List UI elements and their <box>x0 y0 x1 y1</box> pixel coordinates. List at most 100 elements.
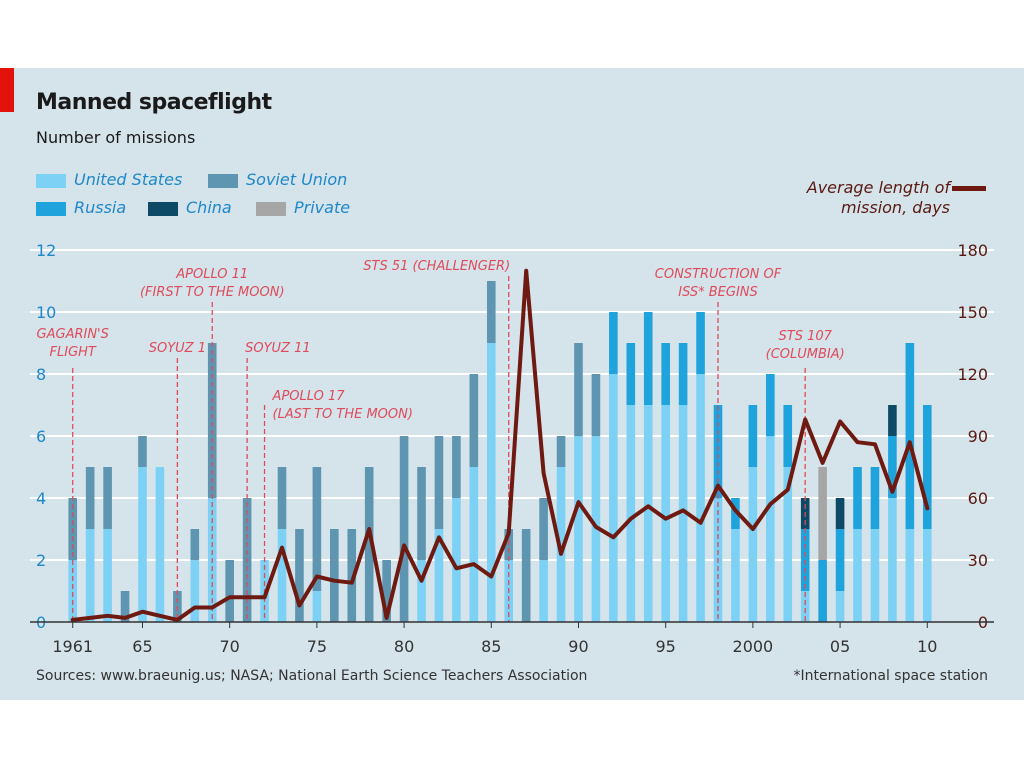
y-tick-label: 4 <box>36 489 46 508</box>
annotation-label: CONSTRUCTION OF <box>655 267 782 282</box>
bar-united-states <box>85 529 95 622</box>
line-point <box>385 616 389 620</box>
brand-tab <box>0 68 14 112</box>
line-point <box>419 579 424 583</box>
line-point <box>716 484 720 488</box>
bar-russia <box>713 405 723 498</box>
line-point <box>664 517 668 521</box>
legend-swatch-united-states <box>36 174 66 188</box>
x-tick-label: 1961 <box>52 637 93 656</box>
y-tick-label: 6 <box>36 427 46 446</box>
legend-label-private: Private <box>294 198 351 217</box>
y2-tick-label: 60 <box>968 489 988 508</box>
bar-united-states <box>417 560 426 622</box>
x-tick-label: 2000 <box>733 637 774 656</box>
line-point <box>751 527 755 531</box>
line-point <box>768 502 772 506</box>
bar-soviet-union <box>417 467 426 560</box>
x-tick-label: 10 <box>917 637 937 656</box>
line-point <box>454 566 458 570</box>
bar-russia <box>835 529 845 591</box>
line-point <box>803 417 807 422</box>
bar-russia <box>731 498 740 529</box>
annotation-label: ISS* BEGINS <box>678 285 758 300</box>
bar-soviet-union <box>556 436 566 467</box>
y2-tick-label: 180 <box>957 241 988 260</box>
bar-soviet-union <box>277 467 287 529</box>
source-note: Sources: www.braeunig.us; NASA; National… <box>36 668 588 684</box>
series-line-average-length <box>70 268 930 622</box>
bar-russia <box>870 467 880 529</box>
annotation-label: GAGARIN'S <box>37 327 109 342</box>
legend-swatch-russia <box>36 202 66 216</box>
line-point <box>786 488 790 492</box>
bar-united-states <box>853 529 862 622</box>
line-point <box>332 579 336 583</box>
bar-soviet-union <box>330 529 339 622</box>
annotation-label: APOLLO 17 <box>272 389 346 404</box>
line-point <box>193 605 197 610</box>
bar-united-states <box>539 560 548 622</box>
bar-russia <box>888 436 897 498</box>
annotation-label: STS 51 (CHALLENGER) <box>363 259 510 274</box>
y2-tick-label: 30 <box>968 551 988 570</box>
x-tick-label: 70 <box>220 637 240 656</box>
annotation-label: FLIGHT <box>50 345 97 360</box>
bar-united-states <box>312 591 322 622</box>
bar-soviet-union <box>399 436 409 622</box>
bar-soviet-union <box>364 467 374 622</box>
x-tick-label: 95 <box>656 637 676 656</box>
line-point <box>629 517 633 521</box>
bar-china <box>888 405 897 436</box>
y-tick-label: 12 <box>36 241 56 260</box>
bar-russia <box>905 343 915 529</box>
bar-russia <box>853 467 862 529</box>
bar-united-states <box>643 405 653 622</box>
line-point <box>367 527 371 531</box>
bar-soviet-union <box>469 374 479 467</box>
bar-soviet-union <box>225 560 234 622</box>
line-point <box>646 504 650 508</box>
line-point <box>106 614 110 618</box>
y2-tick-label: 150 <box>957 303 988 322</box>
bar-united-states <box>800 591 810 622</box>
line-point <box>123 616 127 620</box>
bar-united-states <box>696 374 705 622</box>
y2-tick-label: 90 <box>968 427 988 446</box>
line-point <box>437 535 441 539</box>
bar-soviet-union <box>103 467 112 529</box>
bar-united-states <box>766 436 775 622</box>
bar-united-states <box>922 529 932 622</box>
bar-united-states <box>678 405 688 622</box>
bar-united-states <box>731 529 740 622</box>
annotation-label: SOYUZ 11 <box>245 341 311 356</box>
bar-united-states <box>138 467 147 622</box>
line-point <box>228 595 232 599</box>
bar-soviet-union <box>120 591 130 622</box>
bar-united-states <box>609 374 618 622</box>
x-tick-label: 75 <box>307 637 327 656</box>
annotation-label: STS 107 <box>779 329 833 344</box>
bar-united-states <box>905 529 915 622</box>
x-tick-label: 80 <box>394 637 414 656</box>
bar-united-states <box>434 529 444 622</box>
bar-soviet-union <box>521 529 531 622</box>
line-point <box>559 552 563 556</box>
line-point <box>821 461 825 465</box>
legend-label-russia: Russia <box>74 198 127 217</box>
bar-united-states <box>783 467 793 622</box>
bar-soviet-union <box>138 436 147 467</box>
line-point <box>402 543 406 548</box>
line-point <box>262 595 267 599</box>
bar-russia <box>818 560 827 622</box>
bar-united-states <box>748 467 758 622</box>
line-point <box>576 500 581 504</box>
line-point <box>175 618 179 622</box>
y-tick-label: 2 <box>36 551 46 570</box>
bar-united-states <box>556 467 566 622</box>
legend-line-label: Average length of mission, days <box>807 178 950 218</box>
x-tick-label: 90 <box>568 637 588 656</box>
bar-soviet-union <box>574 343 583 436</box>
line-point <box>245 595 249 599</box>
annotation-label: (FIRST TO THE MOON) <box>140 285 285 300</box>
